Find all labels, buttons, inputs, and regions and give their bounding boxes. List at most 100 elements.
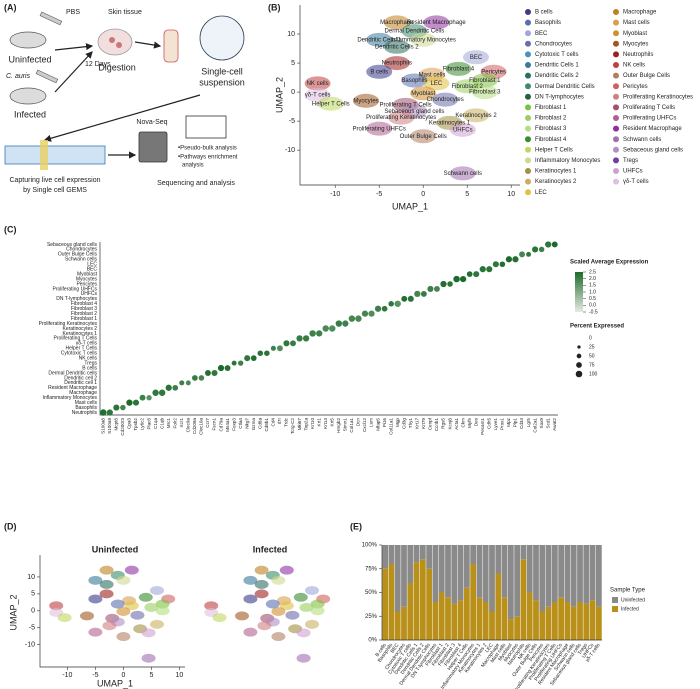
legend-swatch <box>525 189 531 196</box>
legend-label: DN T-lymphocytes <box>535 94 584 100</box>
colorbar-tick-label: 2.5 <box>589 269 596 275</box>
dot <box>551 241 558 248</box>
legend-swatch <box>525 178 531 185</box>
bar-segment <box>382 568 389 640</box>
digestion-label: Digestion <box>98 62 136 72</box>
cluster-label: Mast cells <box>419 72 446 78</box>
cluster <box>463 50 489 65</box>
cluster <box>144 602 159 612</box>
cluster-label: Myocytes <box>353 98 378 104</box>
bar-segment <box>501 597 508 640</box>
x-tick-label: 0 <box>121 672 125 679</box>
gene-label: Cd200r3 <box>120 418 125 436</box>
cluster <box>254 579 269 589</box>
cluster-label: Keratinocytes 2 <box>455 113 497 119</box>
cluster <box>110 599 125 609</box>
bar-segment <box>476 545 483 598</box>
dot <box>126 399 133 406</box>
dot <box>374 305 382 312</box>
legend-swatch <box>525 19 531 26</box>
row-label: Proliferating UHFCs <box>53 286 98 292</box>
cluster-label: Macrophage <box>380 20 414 26</box>
axis <box>299 5 520 186</box>
x-tick-label: LEC <box>484 642 495 654</box>
row-label: NK cells <box>79 355 98 361</box>
x-tick-label: 5 <box>149 672 153 679</box>
dot <box>217 364 225 372</box>
row-label: B cells <box>82 365 97 371</box>
mouse-icon <box>9 87 47 105</box>
cluster <box>471 85 498 100</box>
gene-label: Cxcl12 <box>362 418 367 432</box>
dot <box>211 369 218 377</box>
panel-label: (D) <box>4 521 17 531</box>
cluster <box>88 594 103 604</box>
chip-icon <box>40 140 48 170</box>
cluster <box>296 653 311 663</box>
gene-label: Ccr7 <box>205 418 210 428</box>
cluster <box>366 121 393 136</box>
analysis-label: •Pseudo-bulk analysis <box>178 146 237 152</box>
gene-label: Nkg7 <box>244 418 249 429</box>
cluster-label: Helper T Cells <box>312 101 350 107</box>
gene-label: Sox9 <box>539 418 544 429</box>
legend-swatch <box>613 136 619 143</box>
size-key <box>577 345 581 349</box>
y-tick-label: 5 <box>291 60 295 67</box>
gene-label: S100a9 <box>107 418 112 434</box>
legend-label: Pericytes <box>623 84 648 90</box>
suspension-label: suspension <box>199 77 245 87</box>
dot <box>342 320 349 327</box>
dot <box>302 335 310 342</box>
bar-segment <box>551 545 558 602</box>
subplot-title: Infected <box>253 544 288 554</box>
novaseq-label: Nova-Seq <box>136 119 167 126</box>
bar-segment <box>482 602 489 640</box>
legend-swatch <box>525 83 531 90</box>
dot <box>447 281 453 287</box>
panel-a: (A) PBS Uninfected Skin tissue 12 Days D… <box>4 2 245 193</box>
gene-label: Mcpt8 <box>114 418 119 431</box>
chip-icon <box>4 145 106 165</box>
legend-swatch <box>525 9 531 15</box>
legend-swatch <box>613 83 619 90</box>
y-tick-label: 5 <box>31 591 35 598</box>
cluster <box>432 92 459 107</box>
bar-segment <box>595 545 602 607</box>
gene-label: Krt14 <box>323 418 328 429</box>
gene-label: Top2a <box>303 418 308 431</box>
legend-swatch <box>613 93 619 100</box>
cluster-label: Fibroblast 4 <box>443 66 475 72</box>
gene-label: Folr2 <box>172 418 177 429</box>
gene-label: Mki67 <box>297 418 302 431</box>
y-tick-label: 10 <box>27 574 35 581</box>
colorbar-tick-label: 1.5 <box>589 283 596 289</box>
tissue-icon <box>109 37 115 43</box>
dot <box>414 290 421 298</box>
legend-swatch <box>613 62 619 68</box>
colorbar-tick-label: 1.0 <box>589 289 596 295</box>
size-tick-label: 100 <box>589 371 598 377</box>
cluster <box>383 56 410 71</box>
gene-label: Clec9a <box>186 418 191 433</box>
gene-label: Hmgb2 <box>336 418 341 433</box>
cluster <box>243 627 258 637</box>
bar-segment <box>394 545 401 612</box>
tube-icon <box>163 29 179 63</box>
cluster-label: Inflammatory Monocytes <box>391 37 456 43</box>
row-label: Dermal Dendritic cells <box>48 370 97 376</box>
y-tick-label: 0% <box>368 638 377 644</box>
gene-label: Cd209a <box>192 418 197 435</box>
bar-segment <box>507 545 514 620</box>
dot <box>270 345 276 351</box>
row-label: γδ-T cells <box>76 341 98 347</box>
y-tick-label: 75% <box>365 566 378 572</box>
dot <box>545 241 552 248</box>
cluster <box>88 575 103 585</box>
y-tick-label: -5 <box>29 625 35 632</box>
dot <box>329 325 336 332</box>
gene-label: Krt79 <box>421 418 426 429</box>
gene-label: Lyve1 <box>493 418 498 431</box>
days-label: 12 Days <box>85 61 111 68</box>
